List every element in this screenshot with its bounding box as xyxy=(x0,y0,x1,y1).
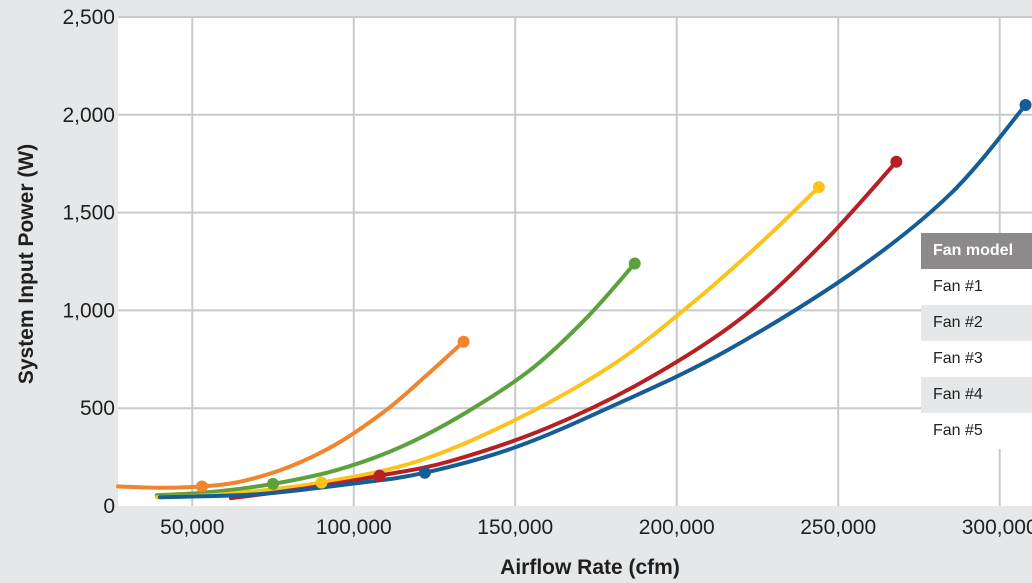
series-lines xyxy=(116,99,1032,501)
data-point-fan-3 xyxy=(315,476,328,489)
y-tick-label: 1,000 xyxy=(62,299,115,322)
tick-labels: 50,000 100,000 150,000 200,000 250,000 300,00… xyxy=(62,6,1032,539)
legend-entry-fan-5: Fan #5 xyxy=(921,413,1032,449)
series-line-fan-3 xyxy=(154,185,821,500)
grid-lines xyxy=(118,16,1032,506)
x-tick-label: 100,000 xyxy=(316,516,392,539)
data-point-fan-2 xyxy=(267,477,280,490)
data-point-fan-4 xyxy=(890,155,903,168)
x-tick-label: 300,000 xyxy=(962,516,1032,539)
data-point-fan-2 xyxy=(628,257,641,270)
y-tick-label: 2,000 xyxy=(62,104,115,127)
series-line-fan-4 xyxy=(229,159,899,501)
data-point-fan-1 xyxy=(195,480,208,493)
plot-area xyxy=(118,17,1032,506)
y-tick-label: 2,500 xyxy=(62,6,115,29)
series-line-fan-2 xyxy=(154,261,637,498)
legend-table: Fan model Fan #1 Fan #2 Fan #3 Fan #4 Fa… xyxy=(921,233,1032,449)
legend-entry-fan-2: Fan #2 xyxy=(921,305,1032,341)
y-tick-label: 1,500 xyxy=(62,202,115,225)
x-tick-label: 150,000 xyxy=(477,516,553,539)
x-axis-title: Airflow Rate (cfm) xyxy=(500,556,680,579)
data-point-fan-5 xyxy=(1019,99,1032,112)
data-point-fan-4 xyxy=(373,469,386,482)
series-line-fan-1 xyxy=(116,339,466,490)
legend-entry-fan-1: Fan #1 xyxy=(921,269,1032,305)
y-axis-title: System Input Power (W) xyxy=(15,144,38,384)
x-tick-label: 250,000 xyxy=(800,516,876,539)
data-point-fan-1 xyxy=(457,335,470,348)
legend-entry-fan-4: Fan #4 xyxy=(921,377,1032,413)
y-tick-label: 500 xyxy=(80,397,115,420)
legend-entry-fan-3: Fan #3 xyxy=(921,341,1032,377)
x-tick-label: 50,000 xyxy=(160,516,224,539)
legend-header: Fan model xyxy=(921,233,1032,269)
legend: Fan model Fan #1 Fan #2 Fan #3 Fan #4 Fa… xyxy=(921,233,1032,481)
data-point-fan-3 xyxy=(812,181,825,194)
x-tick-label: 200,000 xyxy=(639,516,715,539)
y-tick-label: 0 xyxy=(103,495,115,518)
data-point-fan-5 xyxy=(418,466,431,479)
